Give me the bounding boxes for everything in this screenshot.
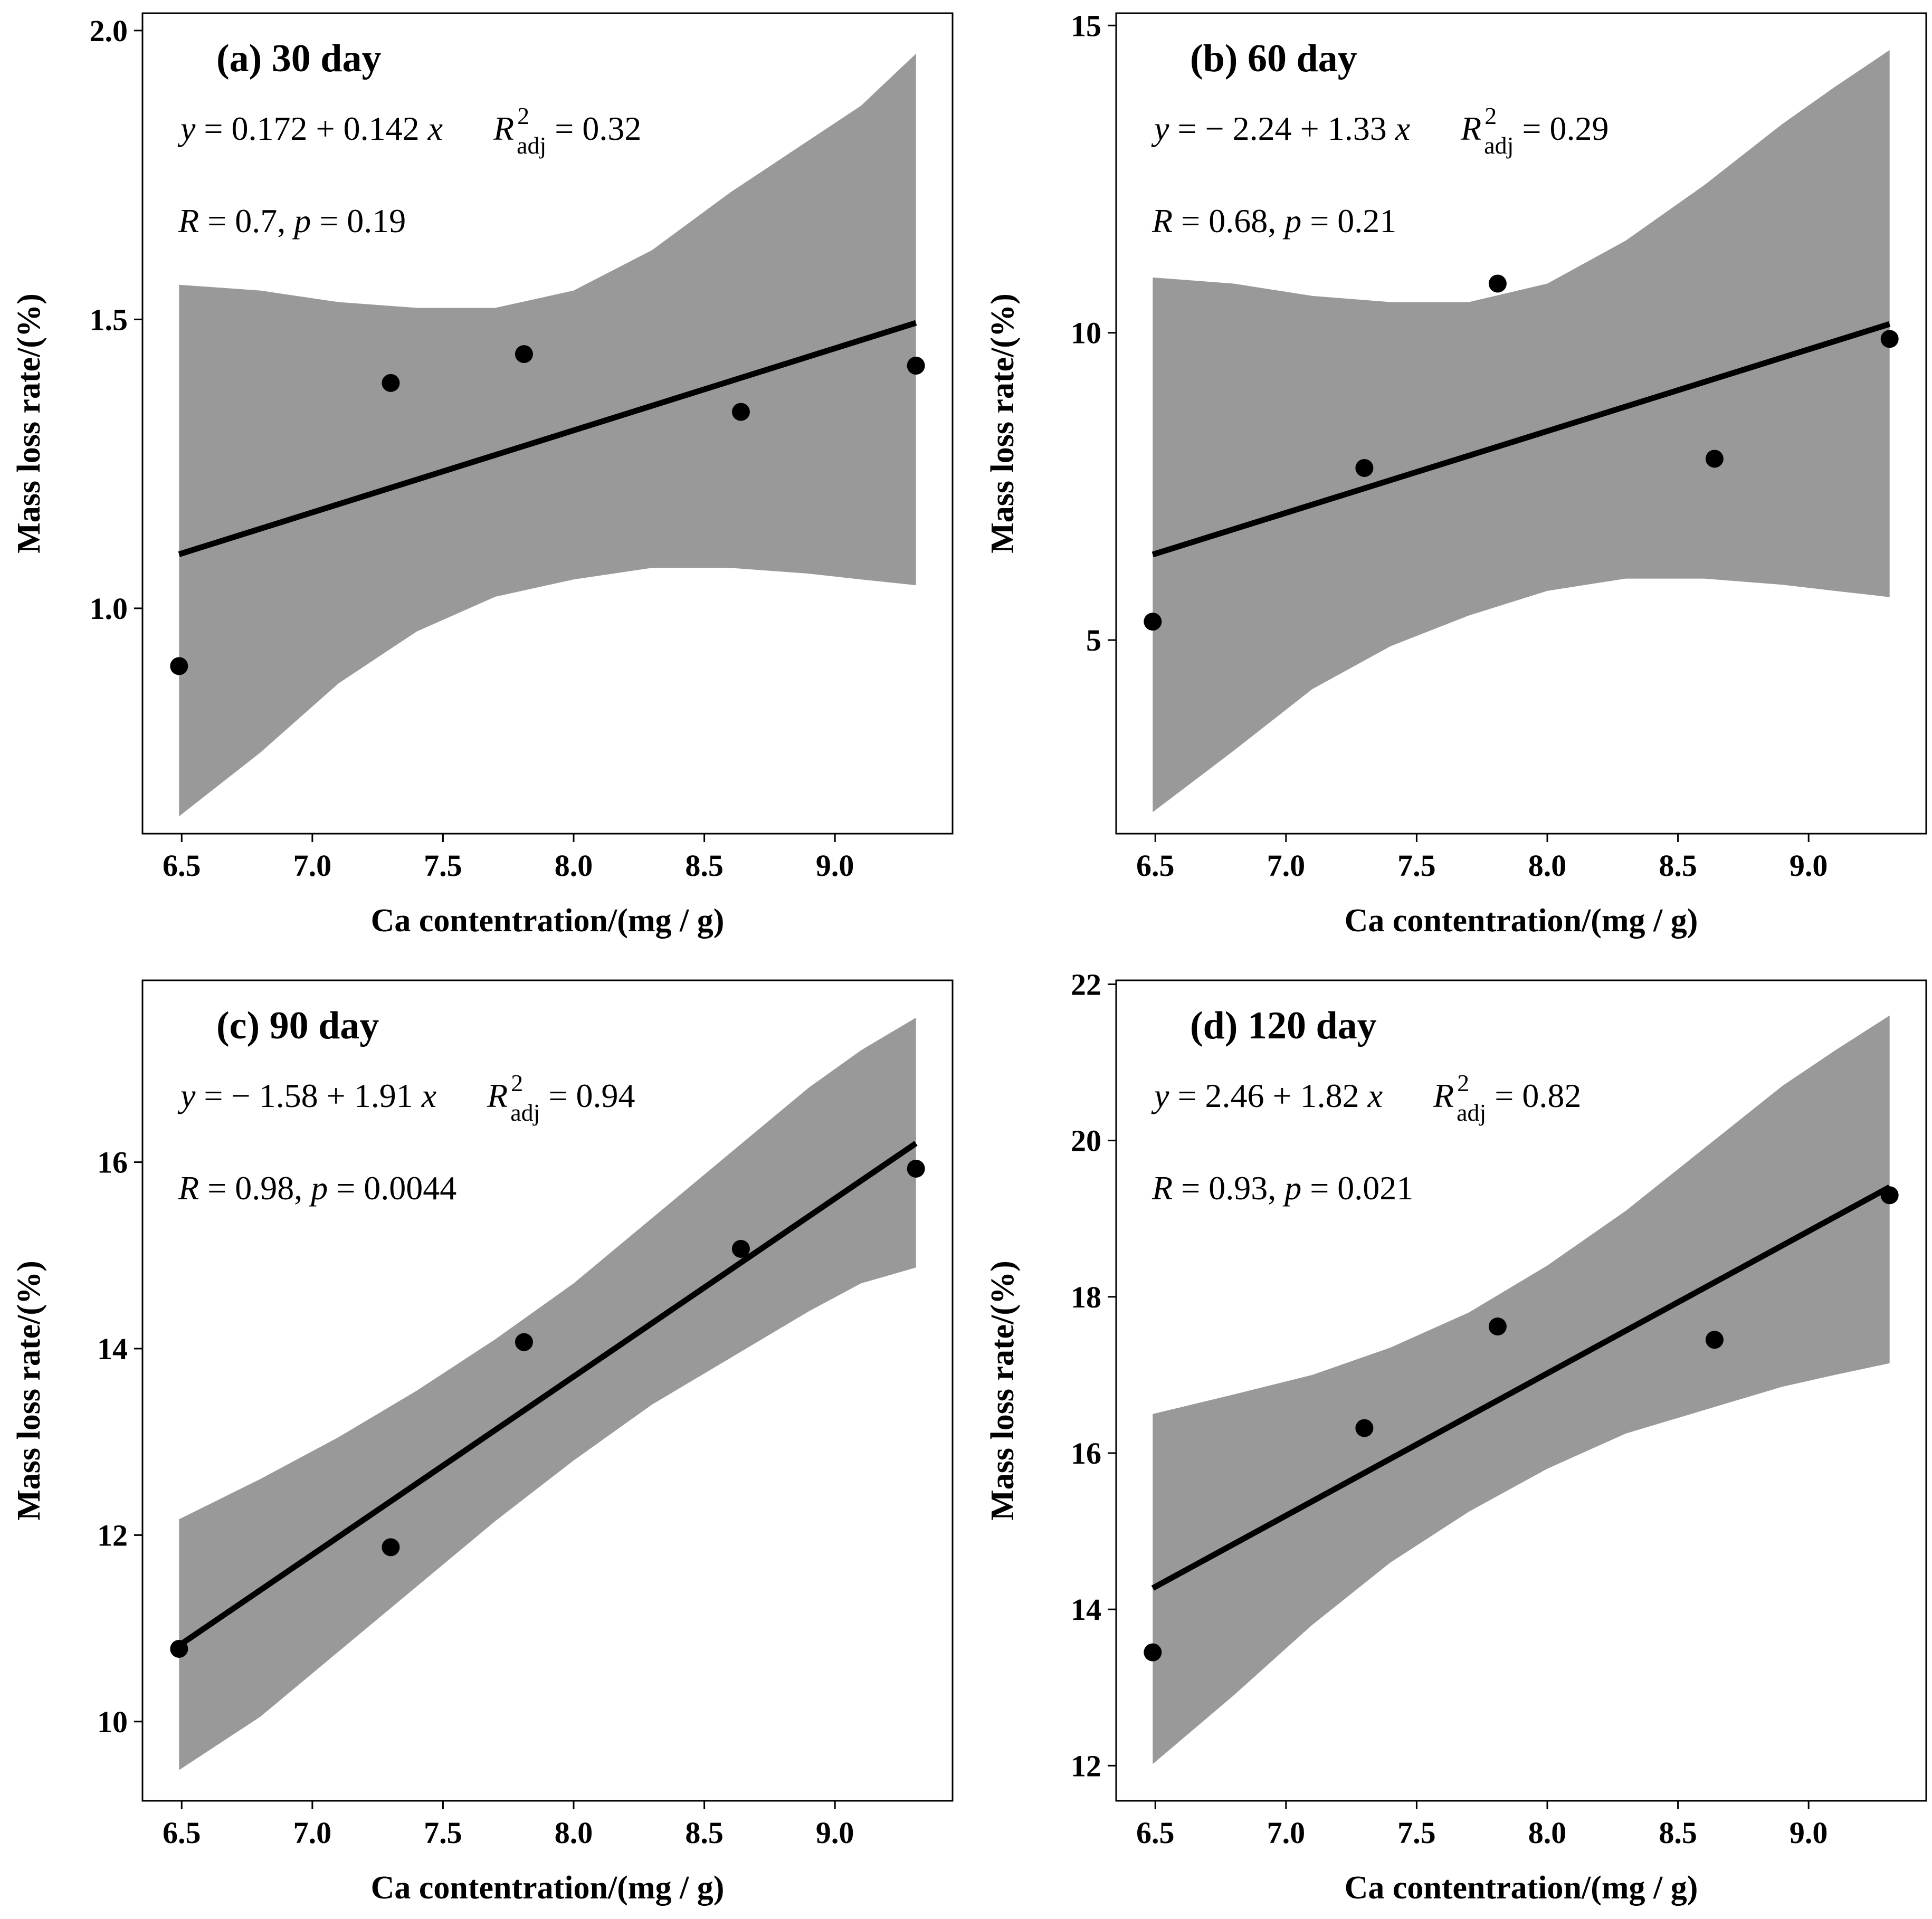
y-tick-label: 2.0 [90, 14, 128, 48]
y-tick-label: 18 [1071, 1280, 1101, 1314]
y-tick-label: 14 [97, 1332, 128, 1366]
x-tick-label: 8.0 [555, 1816, 593, 1850]
data-point [170, 657, 188, 675]
y-tick-label: 1.0 [90, 591, 128, 626]
data-point [515, 345, 533, 364]
x-tick-label: 7.5 [424, 1816, 462, 1850]
x-tick-label: 8.5 [1659, 1816, 1697, 1850]
x-tick-label: 8.5 [1659, 848, 1697, 883]
panel-d: 6.5 7.0 7.5 8.0 8.5 9.0 12 14 16 18 20 22 Ca content… [985, 967, 1927, 1906]
data-point [1355, 1419, 1374, 1437]
data-point [731, 403, 750, 421]
x-tick-label: 9.0 [816, 848, 854, 883]
x-tick-label: 8.0 [1528, 1816, 1567, 1850]
y-tick-label: 16 [97, 1145, 128, 1180]
data-point [515, 1333, 533, 1351]
y-axis-title: Mass loss rate/(%) [11, 293, 47, 553]
y-tick-label: 12 [97, 1518, 128, 1552]
y-tick-label: 1.5 [90, 302, 128, 337]
data-point [1705, 450, 1724, 468]
y-axis-title: Mass loss rate/(%) [985, 1261, 1021, 1520]
x-axis-title: Ca contentration/(mg / g) [371, 1870, 725, 1906]
regression-line [177, 1141, 918, 1648]
y-tick-label: 12 [1071, 1749, 1101, 1783]
correlation-stats: R = 0.68, p = 0.21 [1151, 202, 1396, 240]
x-tick-label: 6.5 [1136, 848, 1175, 883]
panel-title: (c) 90 day [216, 1004, 379, 1047]
x-axis-title: Ca contentration/(mg / g) [1345, 1870, 1698, 1906]
regression-line [178, 320, 917, 557]
y-tick-label: 22 [1071, 967, 1101, 1001]
panel-title: (a) 30 day [216, 37, 381, 80]
x-axis-title: Ca contentration/(mg / g) [1345, 903, 1698, 939]
x-tick-label: 6.5 [163, 848, 201, 883]
data-point [731, 1239, 750, 1258]
data-point [1488, 274, 1507, 293]
data-point [1880, 330, 1899, 348]
y-tick-label: 5 [1086, 623, 1101, 657]
x-tick-label: 9.0 [1790, 848, 1828, 883]
x-tick-label: 7.0 [1267, 1816, 1306, 1850]
x-tick-label: 8.5 [685, 848, 724, 883]
x-tick-label: 7.5 [1397, 1816, 1436, 1850]
plot-frame [1115, 12, 1927, 835]
x-tick-label: 6.5 [163, 1816, 201, 1850]
regression-equation: y = 2.46 + 1.82 x R 2 adj = 0.82 [1151, 1070, 1581, 1126]
data-point [382, 1538, 400, 1557]
x-tick-label: 9.0 [1790, 1816, 1828, 1850]
panel-title: (d) 120 day [1190, 1004, 1377, 1047]
panel-b: 6.5 7.0 7.5 8.0 8.5 9.0 5 10 15 Ca contentration/… [985, 8, 1927, 939]
y-tick-label: 20 [1071, 1124, 1101, 1158]
plot-frame [141, 979, 954, 1802]
x-tick-label: 9.0 [816, 1816, 854, 1850]
data-point [907, 356, 925, 375]
data-point [382, 374, 400, 392]
plot-frame [1115, 979, 1927, 1802]
x-tick-label: 6.5 [1136, 1816, 1175, 1850]
correlation-stats: R = 0.98, p = 0.0044 [178, 1169, 456, 1207]
x-tick-label: 8.0 [555, 848, 593, 883]
data-point [1144, 1643, 1162, 1662]
panel-title: (b) 60 day [1190, 37, 1357, 80]
correlation-stats: R = 0.7, p = 0.19 [178, 202, 406, 240]
y-axis-title: Mass loss rate/(%) [985, 293, 1021, 553]
y-tick-label: 14 [1071, 1592, 1101, 1627]
data-point [1488, 1317, 1507, 1336]
data-point [1880, 1186, 1899, 1205]
y-tick-label: 10 [1071, 316, 1101, 350]
y-axis-title: Mass loss rate/(%) [11, 1261, 47, 1520]
x-axis-title: Ca contentration/(mg / g) [371, 903, 725, 939]
correlation-stats: R = 0.93, p = 0.021 [1151, 1169, 1413, 1207]
regression-equation: y = − 1.58 + 1.91 x R 2 adj = 0.94 [177, 1070, 635, 1126]
x-tick-label: 7.0 [293, 848, 332, 883]
data-point [1705, 1331, 1724, 1349]
x-tick-label: 8.5 [685, 1816, 724, 1850]
data-point [907, 1159, 925, 1178]
y-tick-label: 16 [1071, 1436, 1101, 1471]
x-tick-label: 7.5 [424, 848, 462, 883]
confidence-band [179, 53, 916, 817]
y-tick-label: 10 [97, 1705, 128, 1739]
panel-a: 6.5 7.0 7.5 8.0 8.5 9.0 1.0 1.5 2.0 Ca contentrat… [11, 12, 954, 939]
confidence-band [1153, 50, 1890, 813]
plot-frame [141, 12, 954, 835]
regression-line [1151, 321, 1891, 558]
data-point [1144, 613, 1162, 631]
x-tick-label: 8.0 [1528, 848, 1567, 883]
x-tick-label: 7.0 [1267, 848, 1306, 883]
data-point [170, 1639, 188, 1658]
x-tick-label: 7.5 [1397, 848, 1436, 883]
panel-c: 6.5 7.0 7.5 8.0 8.5 9.0 10 12 14 16 Ca contentrati… [11, 979, 954, 1906]
regression-line [1151, 1184, 1891, 1591]
data-point [1355, 459, 1374, 477]
y-tick-label: 15 [1071, 8, 1101, 43]
x-tick-label: 7.0 [293, 1816, 332, 1850]
regression-equation: y = 0.172 + 0.142 x R 2 adj = 0.32 [177, 102, 641, 159]
regression-equation: y = − 2.24 + 1.33 x R 2 adj = 0.29 [1151, 102, 1609, 159]
